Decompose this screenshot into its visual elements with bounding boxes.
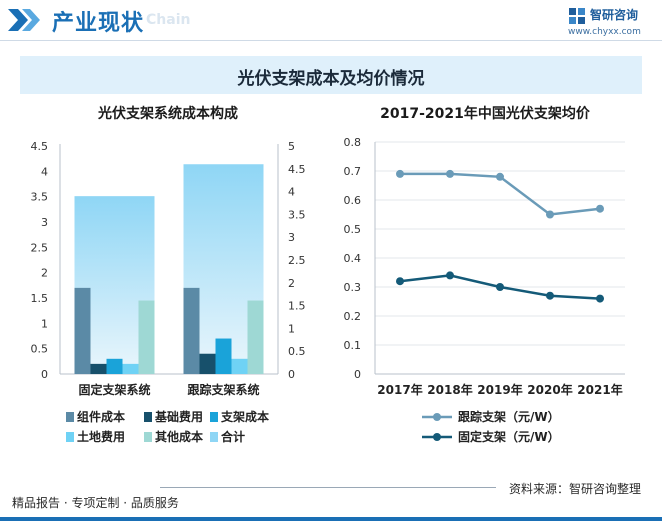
line-x-tick: 2021年 [577,382,622,397]
line-y-tick: 0.1 [344,339,362,352]
bar-legend-label: 组件成本 [77,409,125,424]
line-point [546,210,554,219]
line-y-tick: 0.7 [344,165,362,178]
bar-category-label: 跟踪支架系统 [187,382,259,397]
footer-accent-bar [0,517,662,521]
brand-logo-icon [569,8,585,24]
section-mark-icon [8,9,40,31]
line-y-tick: 0.3 [344,281,362,294]
bar-y-tick-right: 4 [288,186,295,199]
bar-y-tick-left: 0 [41,368,48,381]
line-x-tick: 2017年 [377,382,422,397]
charts-svg: 光伏支架系统成本构成 0 0.5 1 1.5 2 2.5 3 3.5 4 4.5 0 0.5 1 1.5 2 2… [31,105,625,444]
bar-y-tick-right: 0 [288,368,295,381]
source-note: 资料来源：智研咨询整理 [509,482,642,496]
header-divider [0,40,662,41]
bar-category-label: 固定支架系统 [78,382,150,397]
line-y-tick: 0.5 [344,223,362,236]
bar-y-tick-right: 1.5 [288,300,306,313]
line-y-tick: 0.6 [344,194,362,207]
bar-land [231,358,248,374]
bar-y-tick-left: 1.5 [31,292,49,305]
bar-y-tick-left: 4 [41,165,48,178]
brand: 智研咨询 www.chyxx.com [568,6,658,40]
line-x-tick: 2018年 [427,382,472,397]
line-x-tick: 2020年 [527,382,572,397]
section-title: 产业现状 [52,11,145,36]
footer-tagline: 精品报告 · 专项定制 · 品质服务 [12,496,179,510]
banner-title: 光伏支架成本及均价情况 [237,69,425,89]
bar-y-tick-right: 4.5 [288,163,306,176]
bar-y-tick-right: 2 [288,277,295,290]
line-point [546,291,554,300]
line-point [396,169,404,178]
brand-url: www.chyxx.com [568,27,641,37]
bar-y-tick-right: 1 [288,322,295,335]
line-legend-marker [433,433,441,441]
charts-panel: 光伏支架系统成本构成 0 0.5 1 1.5 2 2.5 3 3.5 4 4.5 0 0.5 1 1.5 2 2… [20,94,642,464]
section-title-en: Chain [146,12,191,28]
bar-y-tick-left: 1 [41,317,48,330]
bar-bracket [106,358,123,374]
line-legend-label: 跟踪支架（元/W） [458,409,560,424]
line-point [496,283,504,291]
bar-y-tick-right: 3 [288,231,295,244]
bar-y-tick-left: 2 [41,267,48,280]
bar-legend-swatch [66,432,74,442]
bar-other [247,300,264,374]
line-y-tick: 0 [354,368,361,381]
bar-chart-title: 光伏支架系统成本构成 [97,105,238,122]
bar-legend-label: 其他成本 [155,429,203,444]
bar-legend-swatch [144,412,152,422]
bar-y-tick-right: 3.5 [288,208,306,221]
bar-y-tick-right: 0.5 [288,345,306,358]
line-y-tick: 0.2 [344,310,362,323]
line-point [596,294,604,303]
bar-land [122,363,139,374]
bar-legend-label: 基础费用 [154,409,203,424]
bar-other [138,300,155,374]
bar-legend-swatch [66,412,74,422]
brand-name: 智研咨询 [590,8,639,22]
line-point [496,172,504,181]
line-point [396,277,404,286]
bar-legend-label: 支架成本 [220,409,269,424]
footer-divider [160,487,496,488]
bar-y-tick-left: 2.5 [31,241,49,254]
line-point [446,169,454,178]
bar-foundation [90,363,107,374]
bar-legend-swatch [144,432,152,442]
bar-y-tick-left: 3.5 [31,191,49,204]
line-point [596,204,604,213]
bar-y-tick-left: 0.5 [31,343,49,356]
line-y-tick: 0.8 [344,136,362,149]
bar-legend-swatch [210,432,218,442]
bar-component [74,287,91,374]
line-legend-label: 固定支架（元/W） [458,429,560,444]
bar-y-tick-right: 2.5 [288,254,306,267]
page-header: 产业现状 Chain 智研咨询 www.chyxx.com [0,0,662,41]
line-point [446,271,454,280]
bar-legend-swatch [210,412,218,422]
bar-y-tick-left: 4.5 [31,140,49,153]
line-chart-title: 2017-2021年中国光伏支架均价 [380,105,591,122]
bar-legend-label: 合计 [221,429,245,444]
line-y-tick: 0.4 [344,252,362,265]
banner: 光伏支架成本及均价情况 [20,56,642,94]
bar-y-tick-left: 3 [41,216,48,229]
bar-legend-label: 土地费用 [77,429,125,444]
line-legend-marker [433,413,441,421]
bar-foundation [199,353,216,374]
line-x-tick: 2019年 [477,382,522,397]
bar-component [183,287,200,374]
bar-bracket [215,338,232,374]
bar-y-tick-right: 5 [288,140,295,153]
